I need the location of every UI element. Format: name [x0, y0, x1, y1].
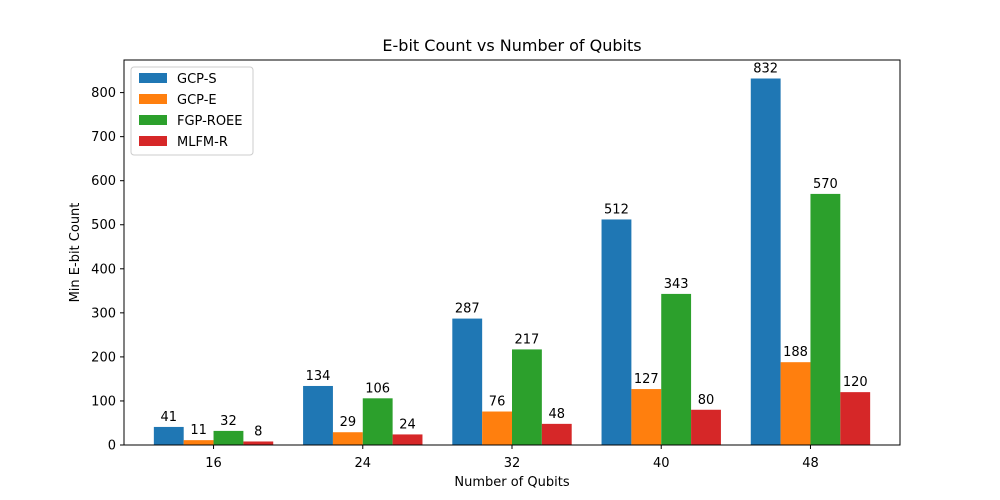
data-label-gcp-e-32: 76 — [489, 395, 506, 410]
data-label-fgp-roee-16: 32 — [220, 414, 237, 429]
data-label-mlfm-r-16: 8 — [254, 424, 262, 439]
data-label-gcp-s-48: 832 — [753, 62, 778, 77]
y-tick-label-700: 700 — [91, 130, 116, 145]
legend-swatch-fgp-roee — [139, 115, 167, 125]
bar-gcp-e-24 — [332, 432, 363, 445]
y-tick-label-400: 400 — [91, 262, 116, 277]
legend-frame — [130, 66, 254, 156]
data-label-gcp-s-24: 134 — [306, 369, 331, 384]
bar-fgp-roee-40 — [661, 293, 692, 445]
data-label-fgp-roee-48: 570 — [813, 177, 838, 192]
bar-mlfm-r-24 — [392, 434, 423, 445]
bar-mlfm-r-32 — [541, 423, 572, 445]
y-tick-label-600: 600 — [91, 174, 116, 189]
y-tick-label-800: 800 — [91, 86, 116, 101]
bar-gcp-e-16 — [183, 440, 214, 445]
bar-gcp-s-40 — [601, 219, 632, 445]
data-label-gcp-s-32: 287 — [455, 302, 480, 317]
y-tick-label-500: 500 — [91, 218, 116, 233]
bar-gcp-e-40 — [631, 389, 662, 445]
chart-title: E-bit Count vs Number of Qubits — [382, 36, 641, 55]
data-label-gcp-s-16: 41 — [160, 410, 177, 425]
data-label-gcp-e-16: 11 — [190, 423, 207, 438]
data-label-fgp-roee-40: 343 — [664, 277, 689, 292]
data-label-mlfm-r-24: 24 — [399, 417, 416, 432]
bar-mlfm-r-16 — [243, 441, 274, 445]
x-axis: 16 24 32 40 48 — [205, 445, 819, 471]
legend-label-gcp-s: GCP-S — [177, 72, 217, 87]
bar-gcp-e-32 — [482, 411, 512, 445]
legend-swatch-gcp-s — [139, 73, 167, 83]
x-tick-label-24: 24 — [354, 456, 371, 471]
x-axis-label: Number of Qubits — [454, 475, 569, 490]
bar-gcp-e-48 — [780, 362, 811, 445]
bar-fgp-roee-48 — [810, 193, 841, 445]
bar-mlfm-r-40 — [691, 409, 721, 445]
data-label-gcp-s-40: 512 — [604, 202, 629, 217]
x-tick-label-32: 32 — [504, 456, 521, 471]
y-tick-label-300: 300 — [91, 306, 116, 321]
bar-gcp-s-32 — [452, 318, 483, 445]
legend-label-fgp-roee: FGP-ROEE — [177, 114, 243, 129]
data-label-fgp-roee-24: 106 — [365, 381, 390, 396]
legend-swatch-mlfm-r — [139, 136, 167, 146]
data-label-gcp-e-40: 127 — [634, 372, 659, 387]
y-axis: 0 100 200 300 400 500 600 700 800 — [91, 86, 124, 454]
x-tick-label-16: 16 — [205, 456, 222, 471]
legend-label-gcp-e: GCP-E — [177, 93, 217, 108]
legend-swatch-gcp-e — [139, 94, 167, 104]
data-label-gcp-e-48: 188 — [783, 345, 808, 360]
y-axis-label: Min E-bit Count — [68, 203, 83, 303]
data-label-fgp-roee-32: 217 — [515, 332, 540, 347]
x-tick-label-40: 40 — [653, 456, 670, 471]
bar-gcp-s-48 — [750, 78, 781, 445]
bar-gcp-s-16 — [153, 426, 184, 445]
bar-mlfm-r-48 — [840, 392, 871, 445]
legend: GCP-S GCP-E FGP-ROEE MLFM-R — [130, 66, 254, 156]
bar-fgp-roee-24 — [362, 398, 393, 445]
legend-label-mlfm-r: MLFM-R — [177, 135, 228, 150]
bar-fgp-roee-32 — [512, 349, 542, 445]
data-labels-layer: 41 134 287 512 832 11 29 76 127 188 32 106 217 343 570… — [160, 62, 867, 440]
bar-gcp-s-24 — [303, 385, 333, 445]
bar-fgp-roee-16 — [213, 430, 244, 445]
y-tick-label-100: 100 — [91, 394, 116, 409]
y-tick-label-200: 200 — [91, 350, 116, 365]
data-label-mlfm-r-40: 80 — [698, 393, 715, 408]
data-label-mlfm-r-32: 48 — [548, 407, 565, 422]
data-label-mlfm-r-48: 120 — [843, 375, 868, 390]
x-tick-label-48: 48 — [802, 456, 819, 471]
bars-layer — [153, 78, 871, 445]
y-tick-label-0: 0 — [108, 439, 116, 454]
data-label-gcp-e-24: 29 — [340, 415, 357, 430]
